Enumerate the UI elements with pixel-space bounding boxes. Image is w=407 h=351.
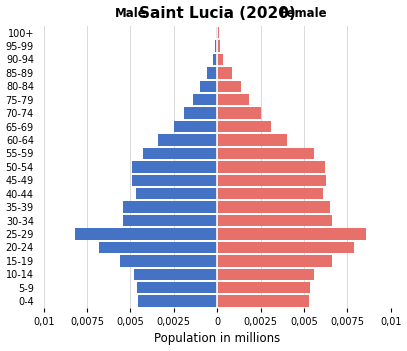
Bar bbox=[142, 148, 217, 159]
Bar bbox=[217, 148, 314, 159]
Bar bbox=[217, 54, 223, 65]
Bar bbox=[217, 188, 323, 199]
Bar bbox=[193, 94, 217, 105]
Bar bbox=[217, 94, 249, 105]
Bar bbox=[158, 134, 217, 146]
Bar bbox=[217, 228, 365, 240]
Bar bbox=[207, 67, 217, 79]
Bar bbox=[137, 282, 217, 293]
Bar bbox=[136, 188, 217, 199]
Bar bbox=[120, 255, 217, 266]
Text: Female: Female bbox=[280, 7, 328, 20]
Bar bbox=[217, 242, 354, 253]
Bar bbox=[217, 81, 241, 92]
Bar bbox=[217, 161, 325, 173]
Bar bbox=[217, 27, 219, 38]
Bar bbox=[132, 161, 217, 173]
Bar bbox=[217, 107, 260, 119]
Bar bbox=[174, 121, 217, 132]
Bar bbox=[217, 255, 332, 266]
Bar bbox=[217, 67, 232, 79]
Bar bbox=[216, 27, 217, 38]
Text: Male: Male bbox=[114, 7, 146, 20]
Bar bbox=[213, 54, 217, 65]
Bar bbox=[217, 269, 314, 280]
Bar bbox=[217, 215, 332, 226]
Bar bbox=[123, 215, 217, 226]
Bar bbox=[217, 40, 220, 52]
Bar bbox=[217, 282, 310, 293]
Bar bbox=[200, 81, 217, 92]
Title: Saint Lucia (2020): Saint Lucia (2020) bbox=[139, 6, 295, 21]
Bar bbox=[217, 134, 287, 146]
Bar bbox=[75, 228, 217, 240]
Bar bbox=[184, 107, 217, 119]
Bar bbox=[123, 201, 217, 213]
Bar bbox=[217, 174, 326, 186]
Bar bbox=[217, 296, 309, 307]
Bar bbox=[99, 242, 217, 253]
Bar bbox=[217, 121, 271, 132]
Bar bbox=[132, 174, 217, 186]
Bar bbox=[134, 269, 217, 280]
Bar bbox=[215, 40, 217, 52]
Bar bbox=[217, 201, 330, 213]
X-axis label: Population in millions: Population in millions bbox=[154, 332, 280, 345]
Bar bbox=[138, 296, 217, 307]
